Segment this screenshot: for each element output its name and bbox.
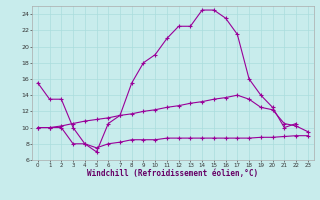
X-axis label: Windchill (Refroidissement éolien,°C): Windchill (Refroidissement éolien,°C) — [87, 169, 258, 178]
